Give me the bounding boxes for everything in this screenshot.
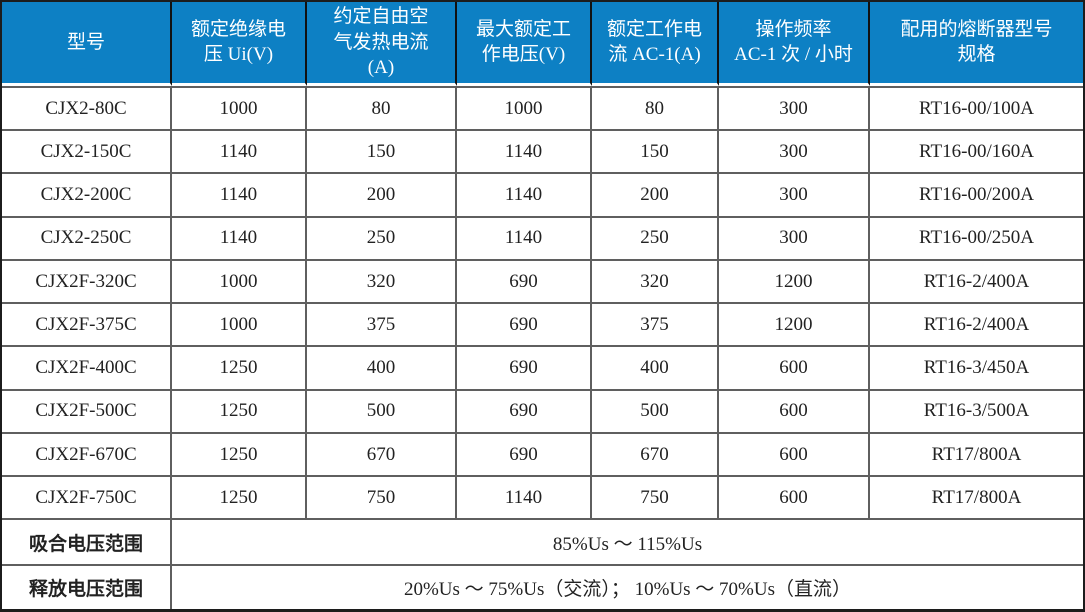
cell-model: CJX2F-750C: [2, 475, 172, 519]
cell-working-current: 200: [592, 172, 719, 216]
cell-operating-frequency: 600: [719, 345, 870, 389]
cell-working-current: 320: [592, 258, 719, 303]
cell-thermal-current: 200: [307, 172, 457, 216]
cell-operating-frequency: 300: [719, 129, 870, 173]
cell-working-current: 375: [592, 302, 719, 346]
cell-insulation-voltage: 1250: [172, 431, 307, 476]
table-row: CJX2-150C 1140 150 1140 150 300 RT16-00/…: [2, 129, 1083, 173]
cell-thermal-current: 375: [307, 302, 457, 346]
pickup-voltage-range-label: 吸合电压范围: [2, 518, 172, 564]
cell-operating-frequency: 1200: [719, 302, 870, 346]
release-voltage-range-value: 20%Us ～ 75%Us（交流）； 10%Us ～ 70%Us（直流）: [172, 563, 1083, 609]
cell-max-voltage: 690: [457, 431, 592, 476]
cell-model: CJX2F-670C: [2, 431, 172, 476]
cell-max-voltage: 1140: [457, 215, 592, 259]
column-header-rated-insulation-voltage: 额定绝缘电 压 Ui(V): [172, 2, 307, 86]
table-row: CJX2-250C 1140 250 1140 250 300 RT16-00/…: [2, 215, 1083, 259]
cell-thermal-current: 320: [307, 258, 457, 303]
table-row: CJX2-80C 1000 80 1000 80 300 RT16-00/100…: [2, 85, 1083, 130]
cell-model: CJX2F-400C: [2, 345, 172, 389]
cell-model: CJX2-200C: [2, 172, 172, 216]
cell-operating-frequency: 300: [719, 85, 870, 130]
cell-max-voltage: 690: [457, 345, 592, 389]
cell-insulation-voltage: 1140: [172, 172, 307, 216]
column-header-model: 型号: [2, 2, 172, 86]
column-header-conventional-free-air-thermal-current: 约定自由空 气发热电流 (A): [307, 2, 457, 86]
cell-max-voltage: 1140: [457, 475, 592, 519]
cell-insulation-voltage: 1250: [172, 475, 307, 519]
cell-insulation-voltage: 1140: [172, 129, 307, 173]
cell-fuse-model: RT16-2/400A: [870, 302, 1083, 346]
cell-operating-frequency: 1200: [719, 258, 870, 303]
table-row: CJX2F-320C 1000 320 690 320 1200 RT16-2/…: [2, 258, 1083, 303]
header-row: 型号 额定绝缘电 压 Ui(V) 约定自由空 气发热电流 (A) 最大额定工 作…: [2, 2, 1083, 86]
cell-thermal-current: 250: [307, 215, 457, 259]
cell-working-current: 670: [592, 431, 719, 476]
cell-fuse-model: RT16-00/160A: [870, 129, 1083, 173]
table-row: CJX2-200C 1140 200 1140 200 300 RT16-00/…: [2, 172, 1083, 216]
pickup-voltage-range-row: 吸合电压范围 85%Us ～ 115%Us: [2, 518, 1083, 564]
cell-max-voltage: 690: [457, 302, 592, 346]
release-voltage-range-row: 释放电压范围 20%Us ～ 75%Us（交流）； 10%Us ～ 70%Us（…: [2, 563, 1083, 609]
cell-max-voltage: 1140: [457, 172, 592, 216]
cell-operating-frequency: 600: [719, 388, 870, 432]
cell-fuse-model: RT17/800A: [870, 475, 1083, 519]
table-row: CJX2F-375C 1000 375 690 375 1200 RT16-2/…: [2, 302, 1083, 346]
cell-working-current: 500: [592, 388, 719, 432]
pickup-voltage-range-value: 85%Us ～ 115%Us: [172, 518, 1083, 564]
cell-model: CJX2F-320C: [2, 258, 172, 303]
cell-insulation-voltage: 1250: [172, 345, 307, 389]
cell-thermal-current: 670: [307, 431, 457, 476]
cell-operating-frequency: 300: [719, 215, 870, 259]
cell-fuse-model: RT16-00/100A: [870, 85, 1083, 130]
cell-model: CJX2F-375C: [2, 302, 172, 346]
cell-thermal-current: 150: [307, 129, 457, 173]
cell-insulation-voltage: 1140: [172, 215, 307, 259]
cell-working-current: 750: [592, 475, 719, 519]
cell-thermal-current: 400: [307, 345, 457, 389]
cell-operating-frequency: 600: [719, 475, 870, 519]
cell-max-voltage: 690: [457, 258, 592, 303]
cell-operating-frequency: 300: [719, 172, 870, 216]
cell-working-current: 80: [592, 85, 719, 130]
cell-model: CJX2F-500C: [2, 388, 172, 432]
column-header-operating-frequency: 操作频率 AC-1 次 / 小时: [719, 2, 870, 86]
cell-thermal-current: 750: [307, 475, 457, 519]
table-row: CJX2F-750C 1250 750 1140 750 600 RT17/80…: [2, 475, 1083, 519]
cell-working-current: 150: [592, 129, 719, 173]
table-header: 型号 额定绝缘电 压 Ui(V) 约定自由空 气发热电流 (A) 最大额定工 作…: [2, 2, 1083, 86]
cell-model: CJX2-150C: [2, 129, 172, 173]
column-header-rated-working-current-ac1: 额定工作电 流 AC-1(A): [592, 2, 719, 86]
cell-max-voltage: 690: [457, 388, 592, 432]
cell-model: CJX2-80C: [2, 85, 172, 130]
cell-working-current: 400: [592, 345, 719, 389]
table-row: CJX2F-500C 1250 500 690 500 600 RT16-3/5…: [2, 388, 1083, 432]
table-body: CJX2-80C 1000 80 1000 80 300 RT16-00/100…: [2, 85, 1083, 609]
cell-insulation-voltage: 1000: [172, 302, 307, 346]
cell-max-voltage: 1000: [457, 85, 592, 130]
cell-max-voltage: 1140: [457, 129, 592, 173]
cell-insulation-voltage: 1250: [172, 388, 307, 432]
cell-insulation-voltage: 1000: [172, 258, 307, 303]
cell-operating-frequency: 600: [719, 431, 870, 476]
column-header-matching-fuse-model: 配用的熔断器型号 规格: [870, 2, 1083, 86]
cell-model: CJX2-250C: [2, 215, 172, 259]
cell-thermal-current: 500: [307, 388, 457, 432]
cell-working-current: 250: [592, 215, 719, 259]
column-header-max-rated-working-voltage: 最大额定工 作电压(V): [457, 2, 592, 86]
cell-thermal-current: 80: [307, 85, 457, 130]
cell-insulation-voltage: 1000: [172, 85, 307, 130]
cell-fuse-model: RT16-3/500A: [870, 388, 1083, 432]
table-row: CJX2F-670C 1250 670 690 670 600 RT17/800…: [2, 431, 1083, 476]
cell-fuse-model: RT16-00/200A: [870, 172, 1083, 216]
table-row: CJX2F-400C 1250 400 690 400 600 RT16-3/4…: [2, 345, 1083, 389]
release-voltage-range-label: 释放电压范围: [2, 563, 172, 609]
cell-fuse-model: RT16-2/400A: [870, 258, 1083, 303]
cell-fuse-model: RT16-00/250A: [870, 215, 1083, 259]
cell-fuse-model: RT17/800A: [870, 431, 1083, 476]
cell-fuse-model: RT16-3/450A: [870, 345, 1083, 389]
